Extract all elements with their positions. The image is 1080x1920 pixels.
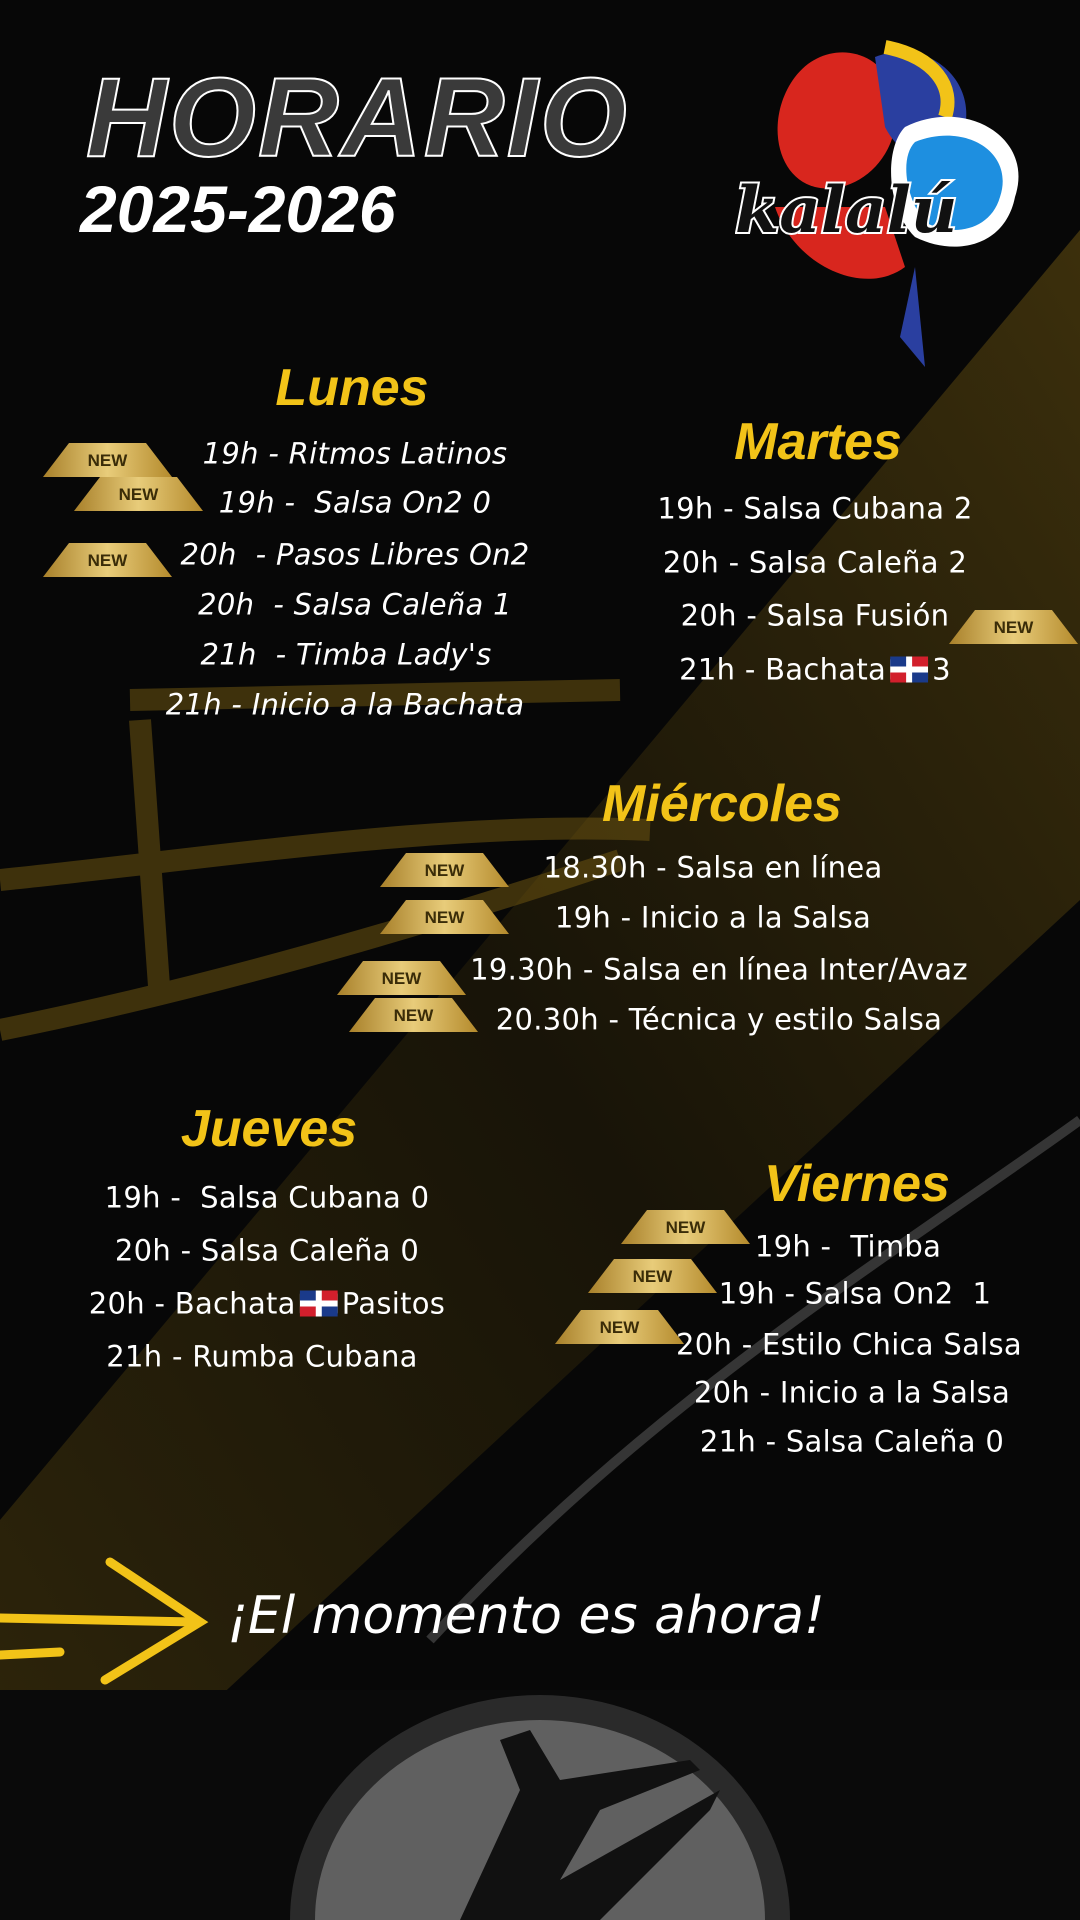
new-badge: NEW	[380, 853, 509, 887]
new-badge-label: NEW	[424, 861, 465, 880]
class-item: 19h - Salsa On2 1	[718, 1276, 992, 1311]
new-badge: NEW	[588, 1259, 717, 1293]
class-item: 19h - Salsa Cubana 0	[104, 1180, 430, 1215]
new-badge: NEW	[74, 477, 203, 511]
new-badge-label: NEW	[599, 1318, 640, 1337]
class-item: 20h - Salsa Fusión	[680, 598, 950, 633]
new-badge-label: NEW	[381, 969, 422, 988]
new-badge: NEW	[337, 961, 466, 995]
class-item: 21h - Timba Lady's	[200, 637, 492, 672]
day-heading-jueves: Jueves	[180, 1100, 358, 1158]
day-heading-martes: Martes	[734, 413, 902, 471]
class-item: 19h - Salsa Cubana 2	[657, 491, 973, 526]
class-item: 19h - Ritmos Latinos	[202, 436, 508, 471]
class-item: 19h - Inicio a la Salsa	[554, 900, 872, 935]
page-title: HORARIO	[85, 55, 629, 180]
class-level: Pasitos	[341, 1286, 446, 1321]
class-text: 20h - Bachata	[88, 1286, 296, 1321]
logo-text: kalalú	[735, 173, 957, 248]
new-badge: NEW	[43, 543, 172, 577]
class-item: 20h - Bachata Pasitos	[88, 1286, 446, 1321]
season-years: 2025-2026	[80, 172, 396, 246]
class-item: 21h - Rumba Cubana	[106, 1339, 418, 1374]
class-item: 19h - Timba	[754, 1229, 942, 1264]
new-badge-label: NEW	[665, 1218, 706, 1237]
class-item: 20h - Pasos Libres On2	[180, 537, 530, 572]
class-item: 20h - Salsa Caleña 2	[662, 545, 968, 580]
new-badge-label: NEW	[87, 451, 128, 470]
new-badge: NEW	[949, 610, 1078, 644]
class-level: 3	[932, 652, 951, 687]
new-badge-label: NEW	[87, 551, 128, 570]
class-item: 21h - Bachata 3	[679, 652, 951, 687]
new-badge-label: NEW	[393, 1006, 434, 1025]
class-item: 19h - Salsa On2 0	[218, 485, 492, 520]
new-badge: NEW	[349, 998, 478, 1032]
class-item: 20h - Salsa Caleña 1	[198, 587, 512, 622]
kalalu-logo: kalalú	[733, 37, 1040, 367]
class-item: 21h - Salsa Caleña 0	[699, 1424, 1005, 1459]
class-item: 19.30h - Salsa en línea Inter/Avaz	[470, 952, 968, 987]
dominican-republic-flag-icon	[890, 656, 929, 683]
class-item: 20h - Estilo Chica Salsa	[676, 1327, 1022, 1362]
class-item: 20h - Inicio a la Salsa	[693, 1375, 1011, 1410]
day-heading-miercoles: Miércoles	[602, 775, 842, 833]
new-badge: NEW	[555, 1310, 684, 1344]
dancer-photo	[290, 1695, 790, 1920]
new-badge-label: NEW	[424, 908, 465, 927]
class-item: 18.30h - Salsa en línea	[543, 850, 883, 885]
new-badge-label: NEW	[993, 618, 1034, 637]
arrow-right-icon	[0, 1557, 209, 1685]
day-heading-lunes: Lunes	[275, 359, 429, 417]
new-badge-label: NEW	[632, 1267, 673, 1286]
class-text: 21h - Bachata	[679, 652, 887, 687]
day-heading-viernes: Viernes	[764, 1155, 950, 1213]
class-item: 20h - Salsa Caleña 0	[114, 1233, 420, 1268]
class-item: 21h - Inicio a la Bachata	[165, 687, 525, 722]
dominican-republic-flag-icon	[299, 1290, 338, 1317]
new-badge: NEW	[380, 900, 509, 934]
tagline: ¡El momento es ahora!	[227, 1586, 825, 1646]
new-badge: NEW	[43, 443, 172, 477]
new-badge-label: NEW	[118, 485, 159, 504]
class-item: 20.30h - Técnica y estilo Salsa	[495, 1002, 943, 1037]
new-badge: NEW	[621, 1210, 750, 1244]
